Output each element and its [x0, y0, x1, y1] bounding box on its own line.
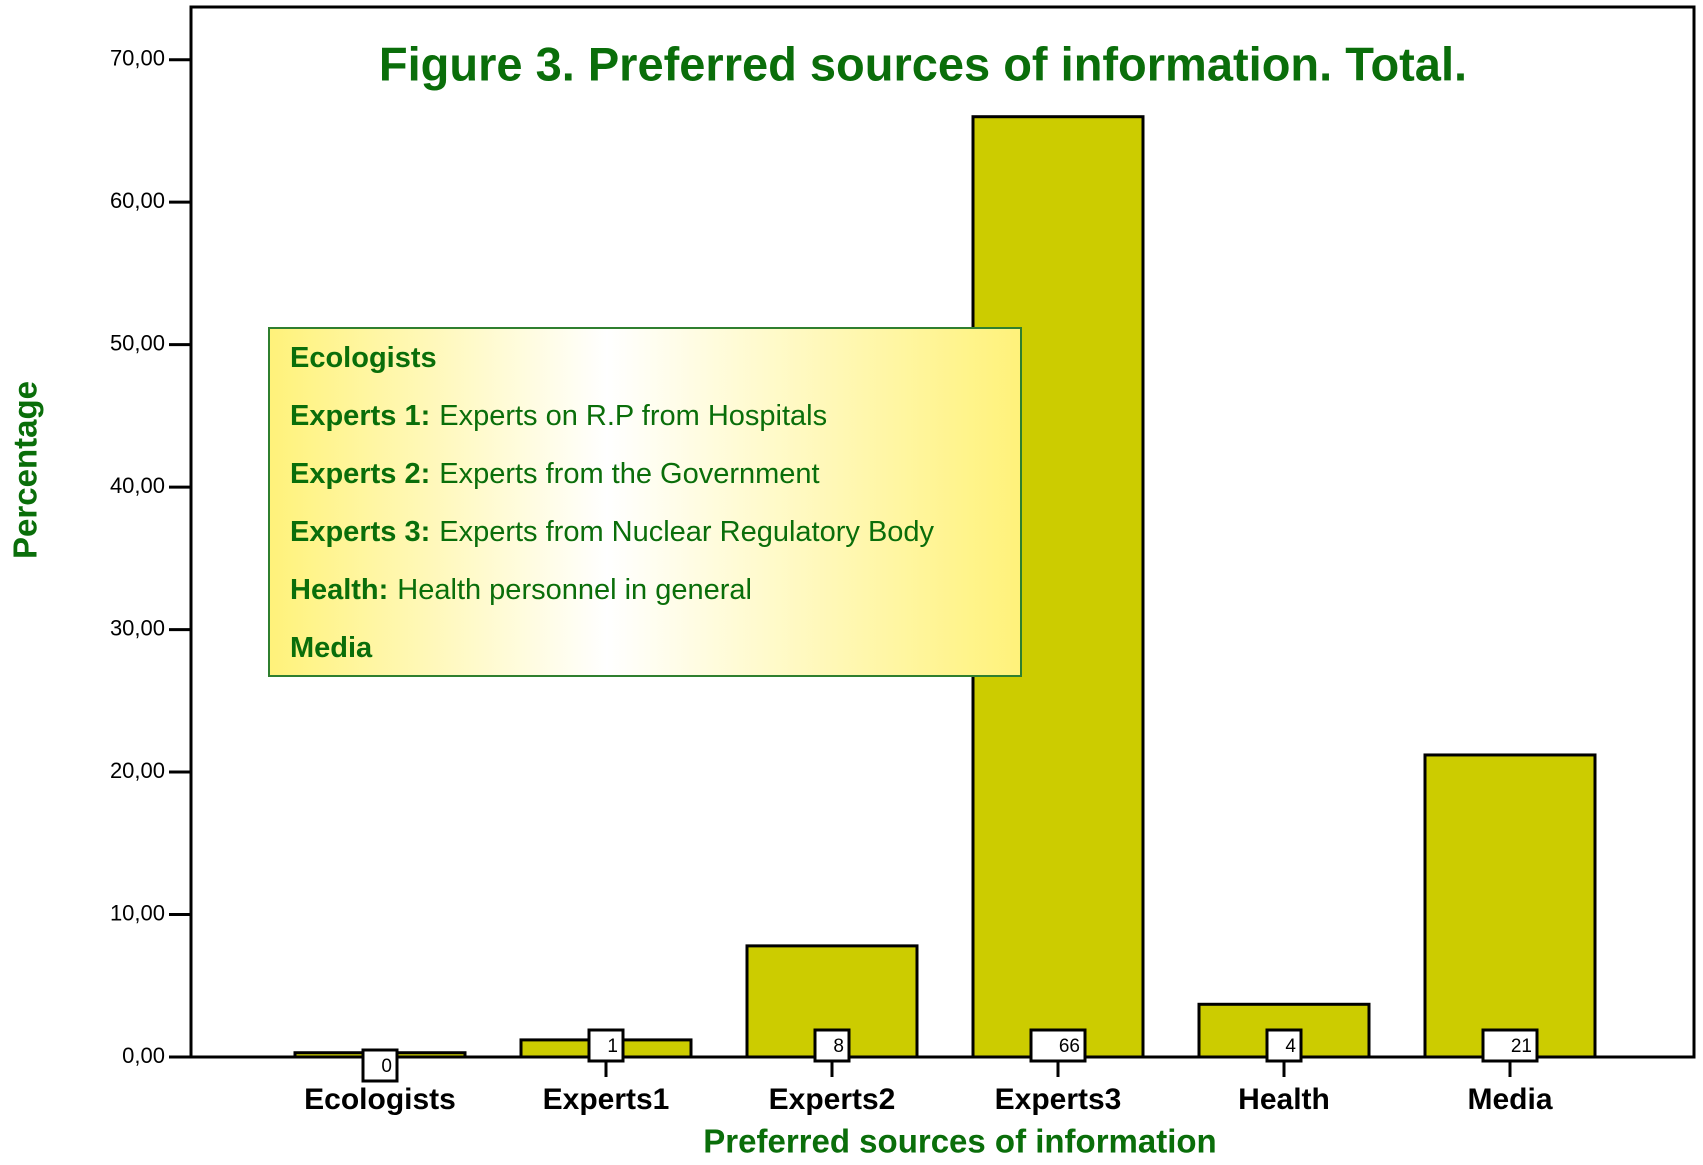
- value-label-box: [1481, 1028, 1539, 1063]
- notes-box: [268, 327, 1022, 677]
- note-line: Ecologists: [290, 342, 437, 374]
- value-label-box: [587, 1028, 625, 1063]
- y-tick-label: 30,00: [110, 615, 165, 640]
- note-text: Experts on R.P from Hospitals: [439, 400, 827, 432]
- value-label-box: [1029, 1028, 1087, 1063]
- note-term: Experts 3:: [290, 516, 430, 548]
- value-label: 66: [1059, 1036, 1080, 1057]
- value-label: 1: [607, 1036, 618, 1057]
- y-tick-label: 20,00: [110, 758, 165, 783]
- note-line: Media: [290, 632, 373, 664]
- note-term: Ecologists: [290, 342, 437, 374]
- y-tick-label: 70,00: [110, 46, 165, 71]
- y-tick-label: 50,00: [110, 330, 165, 355]
- y-tick-label: 0,00: [122, 1043, 165, 1068]
- x-tick-label: Health: [1238, 1083, 1330, 1116]
- value-label: 21: [1511, 1036, 1532, 1057]
- note-line: Health: Health personnel in general: [290, 574, 752, 606]
- value-label: 0: [381, 1056, 392, 1077]
- value-label: 8: [833, 1036, 844, 1057]
- chart-title: Figure 3. Preferred sources of informati…: [379, 37, 1467, 90]
- note-text: Experts from Nuclear Regulatory Body: [439, 516, 934, 548]
- note-term: Experts 2:: [290, 458, 430, 490]
- value-label-box: [1265, 1028, 1303, 1063]
- value-label-box: [813, 1028, 851, 1063]
- note-text: Experts from the Government: [439, 458, 819, 490]
- value-label: 4: [1285, 1036, 1296, 1057]
- y-tick-label: 40,00: [110, 473, 165, 498]
- note-text: Health personnel in general: [397, 574, 752, 606]
- note-line: Experts 2: Experts from the Government: [290, 458, 820, 490]
- note-line: Experts 1: Experts on R.P from Hospitals: [290, 400, 827, 432]
- x-tick-label: Ecologists: [304, 1083, 456, 1116]
- note-term: Media: [290, 632, 373, 664]
- bar: [1423, 753, 1597, 1059]
- note-term: Experts 1:: [290, 400, 430, 432]
- x-tick-label: Media: [1467, 1083, 1552, 1116]
- x-tick-label: Experts1: [543, 1083, 670, 1116]
- y-tick-label: 60,00: [110, 188, 165, 213]
- y-tick-label: 10,00: [110, 900, 165, 925]
- value-label-box: [361, 1048, 399, 1083]
- note-term: Health:: [290, 574, 388, 606]
- x-axis-label: Preferred sources of information: [703, 1123, 1216, 1160]
- y-axis-label: Percentage: [7, 381, 44, 559]
- x-tick-label: Experts3: [995, 1083, 1122, 1116]
- note-line: Experts 3: Experts from Nuclear Regulator…: [290, 516, 935, 548]
- x-tick-label: Experts2: [769, 1083, 896, 1116]
